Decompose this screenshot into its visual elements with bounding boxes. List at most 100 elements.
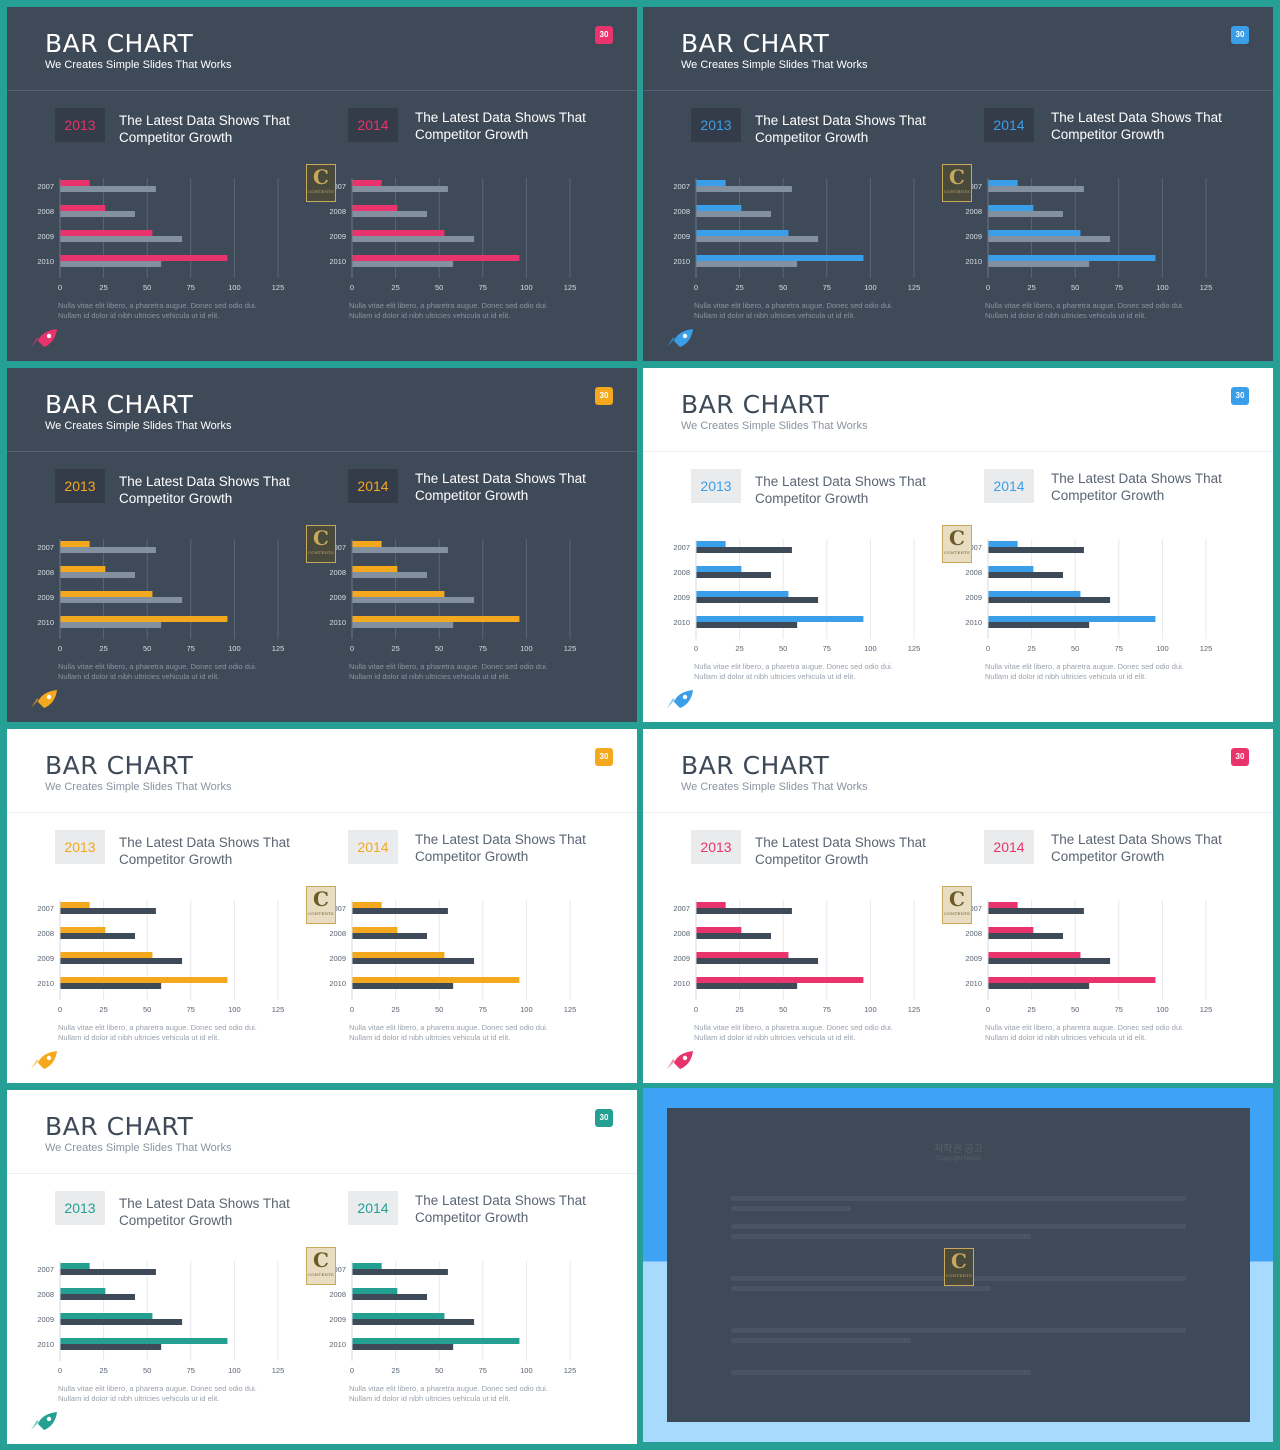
x-tick-label: 100: [520, 1366, 533, 1375]
bar-series-2-2010: [60, 622, 162, 628]
x-tick-label: 125: [1200, 644, 1213, 653]
contents-logo: C CONTENTS: [944, 1248, 974, 1286]
year-label: 2013: [55, 1191, 105, 1225]
x-tick-label: 100: [864, 1005, 877, 1014]
bar-chart: 0 25 50 75 100 125 2007 2008 2009 2010: [965, 900, 1212, 1014]
y-category-label: 2007: [965, 182, 982, 191]
year-label: 2014: [984, 108, 1034, 142]
x-tick-label: 125: [908, 283, 921, 292]
footnote-line-1: Nulla vitae elit libero, a pharetra augu…: [349, 662, 548, 671]
header-divider: [7, 90, 637, 91]
slide-subtitle: We Creates Simple Slides That Works: [681, 781, 868, 793]
bar-series-1-2008: [696, 927, 742, 933]
slide-subtitle: We Creates Simple Slides That Works: [45, 1142, 232, 1154]
heading-line-2: Competitor Growth: [415, 488, 529, 503]
x-tick-label: 125: [564, 283, 577, 292]
x-tick-label: 25: [99, 283, 107, 292]
bar-series-1-2009: [60, 952, 153, 958]
bar-series-1-2009: [60, 1313, 153, 1319]
bar-series-1-2008: [988, 205, 1034, 211]
year-label: 2013: [55, 108, 105, 142]
heading-line-1: The Latest Data Shows That: [119, 113, 290, 128]
panel-heading: The Latest Data Shows That Competitor Gro…: [415, 109, 586, 143]
x-tick-label: 25: [391, 1366, 399, 1375]
y-category-label: 2007: [965, 904, 982, 913]
x-tick-label: 0: [694, 283, 698, 292]
x-tick-label: 0: [58, 644, 62, 653]
heading-line-2: Competitor Growth: [415, 127, 529, 142]
chart-footnote: Nulla vitae elit libero, a pharetra augu…: [985, 1023, 1184, 1043]
logo-subtext: CONTENTS: [308, 1272, 334, 1277]
bar-series-1-2010: [352, 1338, 520, 1344]
heading-line-1: The Latest Data Shows That: [755, 474, 926, 489]
bar-series-1-2008: [352, 927, 398, 933]
heading-line-1: The Latest Data Shows That: [1051, 471, 1222, 486]
slide-title: BAR CHART: [681, 390, 830, 419]
bar-series-2-2009: [352, 958, 475, 964]
page-number-badge: 30: [595, 387, 613, 405]
bar-series-1-2009: [60, 230, 153, 236]
logo-subtext: CONTENTS: [944, 189, 970, 194]
x-tick-label: 75: [823, 644, 831, 653]
bar-series-2-2008: [60, 572, 135, 578]
x-tick-label: 0: [350, 1366, 354, 1375]
y-category-label: 2009: [37, 232, 54, 241]
heading-line-2: Competitor Growth: [415, 849, 529, 864]
x-tick-label: 75: [187, 283, 195, 292]
bar-series-2-2010: [352, 1344, 454, 1350]
x-tick-label: 125: [908, 1005, 921, 1014]
chart-panel-2013: 2013 The Latest Data Shows That Competitor…: [643, 452, 943, 692]
bar-chart: 0 25 50 75 100 125 2007 2008 2009 2010: [37, 178, 284, 292]
bar-series-2-2007: [988, 186, 1084, 192]
panel-heading: The Latest Data Shows That Competitor Gro…: [755, 473, 926, 507]
bar-series-1-2009: [60, 591, 153, 597]
slide-title: BAR CHART: [45, 751, 194, 780]
bar-series-2-2009: [60, 958, 183, 964]
panel-heading: The Latest Data Shows That Competitor Gro…: [415, 831, 586, 865]
x-tick-label: 50: [1071, 283, 1079, 292]
footnote-line-1: Nulla vitae elit libero, a pharetra augu…: [58, 301, 257, 310]
chart-footnote: Nulla vitae elit libero, a pharetra augu…: [694, 662, 893, 682]
x-tick-label: 75: [479, 1005, 487, 1014]
chart-panel-2014: 2014 The Latest Data Shows That Competitor…: [299, 91, 599, 331]
bar-series-2-2007: [988, 908, 1084, 914]
notice-text-line: [731, 1224, 1186, 1229]
bar-series-1-2008: [988, 566, 1034, 572]
footnote-line-1: Nulla vitae elit libero, a pharetra augu…: [985, 1023, 1184, 1032]
y-category-label: 2008: [965, 207, 982, 216]
y-category-label: 2010: [37, 979, 54, 988]
x-tick-label: 100: [520, 1005, 533, 1014]
y-category-label: 2010: [37, 1340, 54, 1349]
logo-letter: C: [313, 1248, 329, 1272]
bar-series-1-2009: [696, 230, 789, 236]
bar-series-1-2010: [60, 1338, 228, 1344]
heading-line-2: Competitor Growth: [1051, 488, 1165, 503]
x-tick-label: 50: [435, 283, 443, 292]
logo-letter: C: [313, 526, 329, 550]
page-number-badge: 30: [595, 748, 613, 766]
x-tick-label: 50: [779, 644, 787, 653]
heading-line-1: The Latest Data Shows That: [415, 471, 586, 486]
heading-line-2: Competitor Growth: [1051, 849, 1165, 864]
bar-series-1-2007: [60, 902, 90, 908]
x-tick-label: 50: [143, 1005, 151, 1014]
panel-heading: The Latest Data Shows That Competitor Gro…: [755, 834, 926, 868]
logo-subtext: CONTENTS: [308, 911, 334, 916]
bar-series-1-2008: [352, 205, 398, 211]
x-tick-label: 125: [564, 1005, 577, 1014]
bar-series-1-2009: [352, 230, 445, 236]
footnote-line-2: Nullam id dolor id nibh ultricies vehicu…: [58, 1033, 220, 1042]
year-label: 2013: [691, 469, 741, 503]
bar-series-1-2007: [352, 541, 382, 547]
x-tick-label: 75: [187, 1005, 195, 1014]
page-number-badge: 30: [1231, 387, 1249, 405]
x-tick-label: 0: [350, 1005, 354, 1014]
page-number-badge: 30: [595, 26, 613, 44]
x-tick-label: 125: [272, 1366, 285, 1375]
slide-title: BAR CHART: [681, 751, 830, 780]
notice-text-line: [731, 1196, 1186, 1201]
x-tick-label: 50: [435, 1366, 443, 1375]
x-tick-label: 75: [1115, 283, 1123, 292]
x-tick-label: 50: [143, 644, 151, 653]
notice-text-line: [731, 1370, 1031, 1375]
